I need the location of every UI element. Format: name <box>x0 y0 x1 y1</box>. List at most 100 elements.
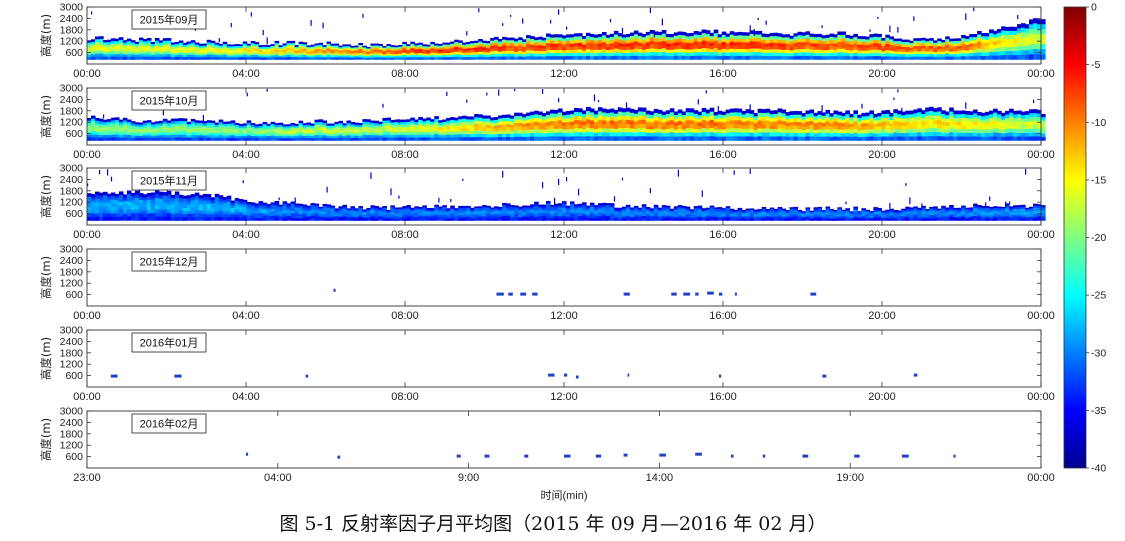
echo-cell <box>530 50 535 54</box>
echo-cell <box>554 125 559 130</box>
echo-cell <box>805 117 811 123</box>
echo-cell <box>625 49 631 54</box>
echo-cell <box>182 118 188 122</box>
echo-cell <box>162 213 168 218</box>
echo-cell <box>937 51 942 55</box>
echo-cell <box>410 131 415 136</box>
echo-cell <box>526 205 531 208</box>
echo-cell <box>186 46 192 49</box>
echo-cell <box>729 34 735 39</box>
echo-cell <box>977 48 982 53</box>
echo-cell <box>382 209 387 212</box>
echo-cell <box>358 133 363 137</box>
echo-cell <box>154 48 160 52</box>
echo-cell <box>530 136 535 141</box>
echo-cell <box>99 199 104 204</box>
echo-cell <box>889 130 894 134</box>
echo-cell <box>378 128 383 132</box>
echo-cell <box>406 51 411 55</box>
echo-cell <box>633 37 639 42</box>
echo-cell <box>657 128 663 134</box>
echo-cell <box>621 136 627 141</box>
echo-cell <box>701 120 707 125</box>
echo-speck <box>965 13 967 21</box>
echo-cell <box>677 48 683 53</box>
echo-speck <box>877 16 879 19</box>
echo-speck <box>757 17 759 20</box>
echo-cell <box>925 132 930 137</box>
echo-cell <box>753 130 759 134</box>
echo-cell <box>997 118 1002 123</box>
echo-cell <box>502 215 507 219</box>
echo-cell <box>326 43 332 47</box>
echo-cell <box>218 129 224 133</box>
echo-cell <box>773 117 779 122</box>
echo-cell <box>913 38 918 42</box>
echo-cell <box>410 134 415 138</box>
echo-cell <box>290 210 296 214</box>
echo-cell <box>414 211 419 214</box>
echo-cell <box>546 129 551 134</box>
echo-cell <box>166 205 172 210</box>
echo-cell <box>258 201 264 204</box>
echo-cell <box>1017 117 1022 123</box>
month-label: 2015年09月 <box>140 13 199 27</box>
echo-cell <box>969 37 974 41</box>
echo-cell <box>182 46 188 50</box>
echo-cell <box>454 123 459 127</box>
echo-cell <box>873 137 878 141</box>
y-axis-label: 高度(m) <box>39 95 53 138</box>
echo-cell <box>470 119 475 123</box>
echo-cell <box>306 126 312 130</box>
echo-cell <box>298 203 304 207</box>
echo-cell <box>386 123 391 127</box>
echo-cell <box>114 194 120 198</box>
echo-cell <box>829 43 834 47</box>
echo-cell <box>346 215 352 218</box>
echo-cell <box>258 48 264 51</box>
echo-cell <box>518 211 523 214</box>
echo-cell <box>326 204 332 207</box>
echo-cell <box>134 126 140 130</box>
echo-cell <box>270 126 276 130</box>
echo-cell <box>350 131 355 134</box>
echo-cell <box>853 125 858 130</box>
echo-cell <box>450 52 455 56</box>
echo-cell <box>486 211 491 214</box>
echo-cell <box>226 50 232 53</box>
echo-cell <box>578 124 583 129</box>
echo-cell <box>717 136 723 141</box>
echo-cell <box>705 113 711 118</box>
echo-cell <box>110 202 116 207</box>
echo-cell <box>897 46 902 50</box>
echo-cell <box>737 38 743 43</box>
echo-cell <box>270 204 276 208</box>
echo-cell <box>466 119 471 123</box>
echo-cell <box>542 43 547 47</box>
echo-cell <box>1001 112 1006 117</box>
echo-cell <box>713 48 719 53</box>
echo-cell <box>474 50 479 53</box>
echo-cell <box>186 135 192 139</box>
echo-cell <box>745 32 751 37</box>
echo-cell <box>582 38 587 43</box>
echo-cell <box>817 133 823 138</box>
echo-cell <box>897 125 902 130</box>
echo-cell <box>250 131 256 135</box>
echo-cell <box>382 120 387 124</box>
echo-cell <box>466 209 471 212</box>
echo-cell <box>474 117 479 122</box>
echo-cell <box>438 216 443 219</box>
echo-cell <box>673 35 679 40</box>
echo-cell <box>546 217 551 221</box>
echo-cell <box>697 115 703 120</box>
echo-cell <box>869 136 874 141</box>
echo-cell <box>554 43 559 48</box>
echo-cell <box>689 56 695 60</box>
echo-cell <box>673 133 679 138</box>
echo-cell <box>358 213 363 216</box>
echo-cell <box>362 132 367 136</box>
echo-cell <box>310 134 316 137</box>
echo-speck <box>218 38 220 43</box>
echo-cell <box>885 53 890 57</box>
